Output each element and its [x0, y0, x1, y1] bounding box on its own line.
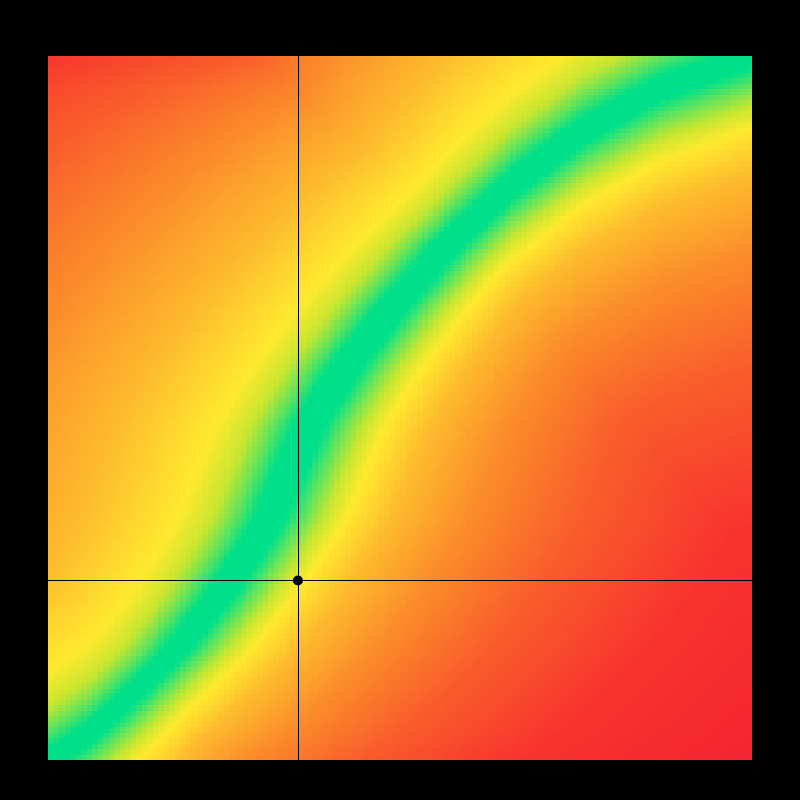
chart-container: TheBottleneck.com [0, 0, 800, 800]
bottleneck-heatmap-canvas [0, 0, 800, 800]
